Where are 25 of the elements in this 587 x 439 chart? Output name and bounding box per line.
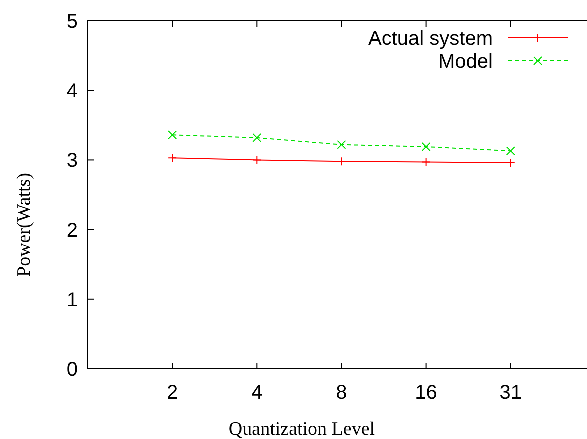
y-tick-label: 3 — [66, 150, 78, 172]
point — [252, 133, 262, 142]
point — [337, 140, 346, 150]
x-tick-label: 4 — [252, 382, 263, 404]
legend-label: Actual system — [368, 28, 493, 50]
point — [168, 154, 178, 163]
x-axis-title: Quantization Level — [228, 419, 376, 439]
x-tick-label: 16 — [415, 382, 438, 404]
point — [506, 146, 516, 156]
legend-label: Model — [438, 51, 493, 73]
point — [422, 142, 431, 152]
point — [422, 158, 431, 167]
x-tick-label: 31 — [500, 382, 522, 404]
point — [168, 130, 178, 140]
x-tick-label: 8 — [336, 382, 348, 404]
x-tick-label: 2 — [167, 382, 178, 404]
y-tick-label: 0 — [66, 359, 78, 381]
y-tick-label: 5 — [66, 11, 78, 33]
point — [506, 158, 516, 168]
point — [252, 156, 262, 165]
y-tick-label: 1 — [66, 289, 78, 312]
y-tick-label: 2 — [66, 220, 78, 242]
y-axis-title: Power(Watts) — [14, 173, 35, 277]
y-tick-label: 4 — [66, 80, 78, 103]
point — [337, 157, 346, 166]
